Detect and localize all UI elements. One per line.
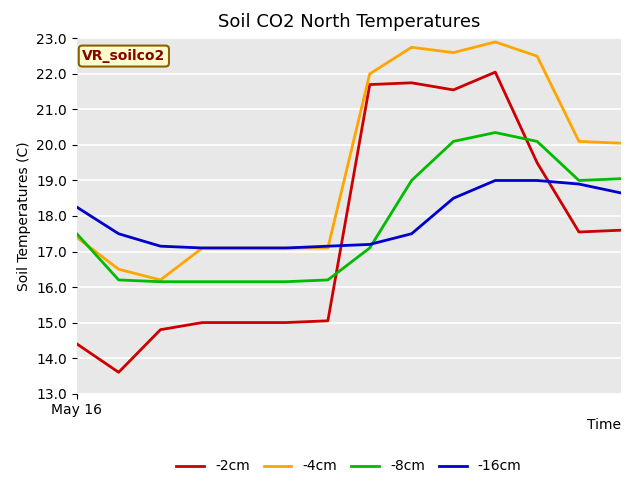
-4cm — [492, 39, 499, 45]
-8cm — [324, 277, 332, 283]
Line: -8cm: -8cm — [77, 132, 621, 282]
-8cm — [366, 245, 374, 251]
-4cm — [449, 50, 457, 56]
-16cm — [492, 178, 499, 183]
-4cm — [157, 277, 164, 283]
Line: -2cm: -2cm — [77, 72, 621, 372]
-16cm — [157, 243, 164, 249]
-16cm — [282, 245, 290, 251]
-8cm — [198, 279, 206, 285]
-8cm — [73, 231, 81, 237]
-8cm — [492, 130, 499, 135]
-8cm — [533, 139, 541, 144]
Line: -4cm: -4cm — [77, 42, 621, 280]
-2cm — [157, 327, 164, 333]
-4cm — [575, 139, 583, 144]
-2cm — [282, 320, 290, 325]
-4cm — [241, 245, 248, 251]
-2cm — [492, 69, 499, 75]
-16cm — [449, 195, 457, 201]
-8cm — [157, 279, 164, 285]
-2cm — [324, 318, 332, 324]
-2cm — [449, 87, 457, 93]
-2cm — [408, 80, 415, 85]
Legend: -2cm, -4cm, -8cm, -16cm: -2cm, -4cm, -8cm, -16cm — [171, 454, 527, 479]
-16cm — [115, 231, 122, 237]
-2cm — [617, 228, 625, 233]
-16cm — [617, 190, 625, 196]
-16cm — [575, 181, 583, 187]
-16cm — [324, 243, 332, 249]
-8cm — [575, 178, 583, 183]
Text: VR_soilco2: VR_soilco2 — [82, 49, 166, 63]
-16cm — [198, 245, 206, 251]
-4cm — [115, 266, 122, 272]
-16cm — [408, 231, 415, 237]
-4cm — [366, 71, 374, 77]
-4cm — [324, 245, 332, 251]
-2cm — [73, 341, 81, 347]
-8cm — [617, 176, 625, 181]
-4cm — [617, 140, 625, 146]
Y-axis label: Soil Temperatures (C): Soil Temperatures (C) — [17, 141, 31, 291]
-4cm — [533, 53, 541, 59]
-16cm — [366, 241, 374, 247]
-2cm — [533, 160, 541, 166]
-8cm — [408, 178, 415, 183]
-2cm — [575, 229, 583, 235]
-4cm — [282, 245, 290, 251]
-2cm — [366, 82, 374, 87]
Title: Soil CO2 North Temperatures: Soil CO2 North Temperatures — [218, 13, 480, 31]
-8cm — [449, 139, 457, 144]
-4cm — [73, 234, 81, 240]
-8cm — [282, 279, 290, 285]
-16cm — [533, 178, 541, 183]
-16cm — [241, 245, 248, 251]
Line: -16cm: -16cm — [77, 180, 621, 248]
-4cm — [198, 245, 206, 251]
-2cm — [198, 320, 206, 325]
-16cm — [73, 204, 81, 210]
-4cm — [408, 44, 415, 50]
-8cm — [241, 279, 248, 285]
-2cm — [241, 320, 248, 325]
Text: Time: Time — [587, 418, 621, 432]
-2cm — [115, 370, 122, 375]
-8cm — [115, 277, 122, 283]
